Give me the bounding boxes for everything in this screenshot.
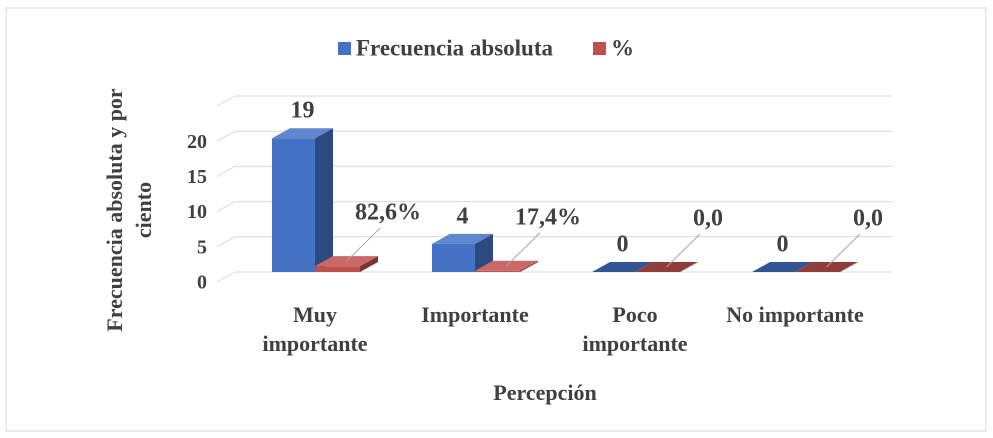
legend-label: Frecuencia absoluta	[356, 35, 553, 60]
x-tick-label: Importante	[421, 302, 529, 327]
bar	[315, 266, 360, 272]
legend-swatch	[592, 42, 606, 55]
data-label: 0,0	[693, 206, 723, 232]
data-label: 17,4%	[515, 204, 581, 230]
legend-label: %	[611, 35, 634, 60]
x-tick-label: Muy importante	[262, 302, 368, 356]
bar	[272, 138, 315, 272]
grid-line	[216, 95, 893, 107]
y-tick-label: 5	[197, 236, 207, 258]
y-tick-label: 10	[187, 201, 207, 223]
x-axis-title: Percepción	[493, 380, 597, 405]
leader-line	[826, 233, 861, 268]
chart-border	[5, 7, 987, 432]
bar-top	[592, 262, 653, 272]
y-tick-label: 0	[197, 272, 207, 294]
grid-line	[216, 236, 893, 248]
x-tick-label: Poco importante	[582, 302, 688, 356]
data-label: 0	[617, 232, 629, 258]
y-tick-label: 15	[187, 166, 207, 188]
bar-side	[520, 260, 538, 272]
bar-side	[475, 233, 493, 272]
data-label: 0	[777, 232, 789, 258]
bar	[475, 270, 520, 272]
bar-top	[432, 233, 493, 244]
leader-line	[506, 232, 541, 267]
leader-line	[666, 233, 701, 268]
bar-top	[272, 128, 333, 139]
data-label: 4	[457, 203, 469, 229]
legend-swatch	[338, 42, 351, 55]
y-tick-label: 20	[187, 131, 207, 153]
bar-side	[315, 128, 333, 272]
grid-line	[216, 130, 893, 142]
y-axis-title: Frecuencia absoluta y por ciento	[102, 88, 156, 332]
data-label: 19	[291, 98, 315, 124]
leader-line	[346, 227, 381, 262]
grid-line	[216, 201, 893, 213]
bar-top	[752, 262, 813, 272]
grid-line	[216, 165, 893, 177]
x-tick-label: No importante	[726, 302, 864, 327]
data-label: 0,0	[853, 206, 883, 232]
data-label: 82,6%	[355, 200, 421, 226]
bar	[432, 243, 475, 272]
bar-side	[360, 256, 378, 272]
